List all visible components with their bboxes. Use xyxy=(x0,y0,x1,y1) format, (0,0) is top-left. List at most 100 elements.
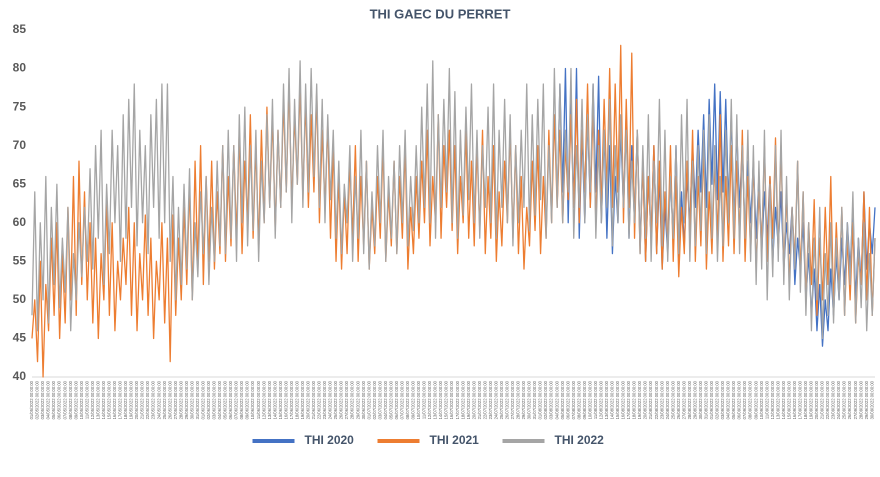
x-tick-label: 01/08/2022 00:00:00 xyxy=(538,380,543,419)
x-tick-label: 10/05/2022 00:00:00 xyxy=(79,380,84,419)
x-tick-label: 01/09/2022 00:00:00 xyxy=(709,380,714,419)
x-tick-label: 07/06/2022 00:00:00 xyxy=(234,380,239,419)
x-tick-label: 27/07/2022 00:00:00 xyxy=(510,380,515,419)
x-tick-label: 16/06/2022 00:00:00 xyxy=(283,380,288,419)
x-tick-label: 19/09/2022 00:00:00 xyxy=(809,380,814,419)
x-tick-label: 20/05/2022 00:00:00 xyxy=(134,380,139,419)
x-tick-label: 12/05/2022 00:00:00 xyxy=(90,380,95,419)
x-tick-label: 23/08/2022 00:00:00 xyxy=(659,380,664,419)
y-tick-label: 80 xyxy=(13,61,27,75)
x-tick-label: 25/05/2022 00:00:00 xyxy=(162,380,167,419)
x-tick-label: 23/07/2022 00:00:00 xyxy=(488,380,493,419)
x-tick-label: 25/06/2022 00:00:00 xyxy=(333,380,338,419)
x-tick-label: 16/07/2022 00:00:00 xyxy=(449,380,454,419)
x-tick-label: 12/06/2022 00:00:00 xyxy=(261,380,266,419)
x-tick-label: 02/09/2022 00:00:00 xyxy=(715,380,720,419)
x-tick-label: 15/07/2022 00:00:00 xyxy=(444,380,449,419)
x-tick-label: 15/09/2022 00:00:00 xyxy=(786,380,791,419)
x-tick-label: 31/07/2022 00:00:00 xyxy=(532,380,537,419)
x-tick-label: 05/05/2022 00:00:00 xyxy=(51,380,56,419)
y-tick-label: 50 xyxy=(13,292,27,306)
x-tick-label: 12/07/2022 00:00:00 xyxy=(427,380,432,419)
x-tick-label: 21/08/2022 00:00:00 xyxy=(648,380,653,419)
x-tick-label: 15/06/2022 00:00:00 xyxy=(278,380,283,419)
x-tick-label: 27/09/2022 00:00:00 xyxy=(853,380,858,419)
x-tick-label: 09/07/2022 00:00:00 xyxy=(411,380,416,419)
x-tick-label: 27/05/2022 00:00:00 xyxy=(173,380,178,419)
x-tick-label: 28/05/2022 00:00:00 xyxy=(178,380,183,419)
x-tick-label: 06/05/2022 00:00:00 xyxy=(57,380,62,419)
x-tick-label: 09/08/2022 00:00:00 xyxy=(582,380,587,419)
x-tick-label: 04/07/2022 00:00:00 xyxy=(383,380,388,419)
series-line xyxy=(31,60,876,340)
x-tick-label: 09/05/2022 00:00:00 xyxy=(73,380,78,419)
x-tick-label: 05/09/2022 00:00:00 xyxy=(731,380,736,419)
x-tick-label: 14/08/2022 00:00:00 xyxy=(610,380,615,419)
x-tick-label: 30/07/2022 00:00:00 xyxy=(527,380,532,419)
legend-label: THI 2020 xyxy=(305,433,355,447)
x-tick-label: 05/07/2022 00:00:00 xyxy=(388,380,393,419)
x-tick-label: 24/06/2022 00:00:00 xyxy=(328,380,333,419)
x-tick-label: 12/09/2022 00:00:00 xyxy=(770,380,775,419)
x-tick-label: 24/08/2022 00:00:00 xyxy=(665,380,670,419)
legend-label: THI 2021 xyxy=(430,433,480,447)
y-tick-label: 40 xyxy=(13,369,27,383)
x-tick-label: 01/06/2022 00:00:00 xyxy=(200,380,205,419)
x-tick-label: 10/07/2022 00:00:00 xyxy=(416,380,421,419)
x-tick-label: 22/08/2022 00:00:00 xyxy=(654,380,659,419)
x-tick-label: 26/05/2022 00:00:00 xyxy=(167,380,172,419)
x-tick-label: 19/05/2022 00:00:00 xyxy=(129,380,134,419)
x-tick-label: 16/08/2022 00:00:00 xyxy=(621,380,626,419)
x-tick-label: 03/05/2022 00:00:00 xyxy=(40,380,45,419)
x-tick-label: 23/05/2022 00:00:00 xyxy=(151,380,156,419)
x-tick-label: 18/09/2022 00:00:00 xyxy=(803,380,808,419)
x-tick-label: 18/07/2022 00:00:00 xyxy=(460,380,465,419)
x-tick-label: 25/08/2022 00:00:00 xyxy=(670,380,675,419)
x-tick-label: 24/05/2022 00:00:00 xyxy=(156,380,161,419)
x-tick-label: 06/06/2022 00:00:00 xyxy=(228,380,233,419)
x-tick-label: 03/08/2022 00:00:00 xyxy=(549,380,554,419)
x-tick-label: 30/06/2022 00:00:00 xyxy=(361,380,366,419)
x-tick-label: 26/07/2022 00:00:00 xyxy=(505,380,510,419)
x-tick-label: 07/08/2022 00:00:00 xyxy=(571,380,576,419)
x-tick-label: 01/05/2022 00:00:00 xyxy=(29,380,34,419)
x-tick-label: 06/08/2022 00:00:00 xyxy=(565,380,570,419)
x-tick-label: 11/09/2022 00:00:00 xyxy=(764,380,769,419)
x-tick-label: 18/08/2022 00:00:00 xyxy=(632,380,637,419)
x-tick-label: 06/09/2022 00:00:00 xyxy=(737,380,742,419)
x-tick-label: 13/05/2022 00:00:00 xyxy=(95,380,100,419)
x-tick-label: 13/08/2022 00:00:00 xyxy=(604,380,609,419)
x-tick-label: 28/08/2022 00:00:00 xyxy=(687,380,692,419)
x-tick-label: 03/09/2022 00:00:00 xyxy=(720,380,725,419)
x-tick-label: 05/08/2022 00:00:00 xyxy=(560,380,565,419)
y-tick-label: 75 xyxy=(13,99,27,113)
x-tick-label: 09/09/2022 00:00:00 xyxy=(753,380,758,419)
x-tick-label: 17/09/2022 00:00:00 xyxy=(797,380,802,419)
x-tick-label: 05/06/2022 00:00:00 xyxy=(223,380,228,419)
x-tick-label: 29/06/2022 00:00:00 xyxy=(355,380,360,419)
x-tick-label: 28/07/2022 00:00:00 xyxy=(516,380,521,419)
x-tick-label: 26/06/2022 00:00:00 xyxy=(339,380,344,419)
x-tick-label: 10/09/2022 00:00:00 xyxy=(759,380,764,419)
x-tick-label: 27/06/2022 00:00:00 xyxy=(344,380,349,419)
x-tick-label: 03/07/2022 00:00:00 xyxy=(377,380,382,419)
x-tick-label: 18/06/2022 00:00:00 xyxy=(294,380,299,419)
x-tick-label: 29/07/2022 00:00:00 xyxy=(521,380,526,419)
x-tick-label: 28/09/2022 00:00:00 xyxy=(858,380,863,419)
x-tick-label: 22/09/2022 00:00:00 xyxy=(825,380,830,419)
x-tick-label: 14/09/2022 00:00:00 xyxy=(781,380,786,419)
x-tick-label: 02/06/2022 00:00:00 xyxy=(206,380,211,419)
x-tick-label: 20/06/2022 00:00:00 xyxy=(306,380,311,419)
x-tick-label: 08/05/2022 00:00:00 xyxy=(68,380,73,419)
x-tick-label: 21/06/2022 00:00:00 xyxy=(311,380,316,419)
x-tick-label: 21/07/2022 00:00:00 xyxy=(477,380,482,419)
x-tick-label: 19/08/2022 00:00:00 xyxy=(637,380,642,419)
x-tick-label: 11/05/2022 00:00:00 xyxy=(84,380,89,419)
x-tick-label: 17/07/2022 00:00:00 xyxy=(455,380,460,419)
x-tick-label: 19/07/2022 00:00:00 xyxy=(466,380,471,419)
x-tick-label: 24/09/2022 00:00:00 xyxy=(836,380,841,419)
x-tick-label: 07/09/2022 00:00:00 xyxy=(742,380,747,419)
chart-title: THI GAEC DU PERRET xyxy=(370,6,511,21)
x-tick-label: 30/05/2022 00:00:00 xyxy=(189,380,194,419)
